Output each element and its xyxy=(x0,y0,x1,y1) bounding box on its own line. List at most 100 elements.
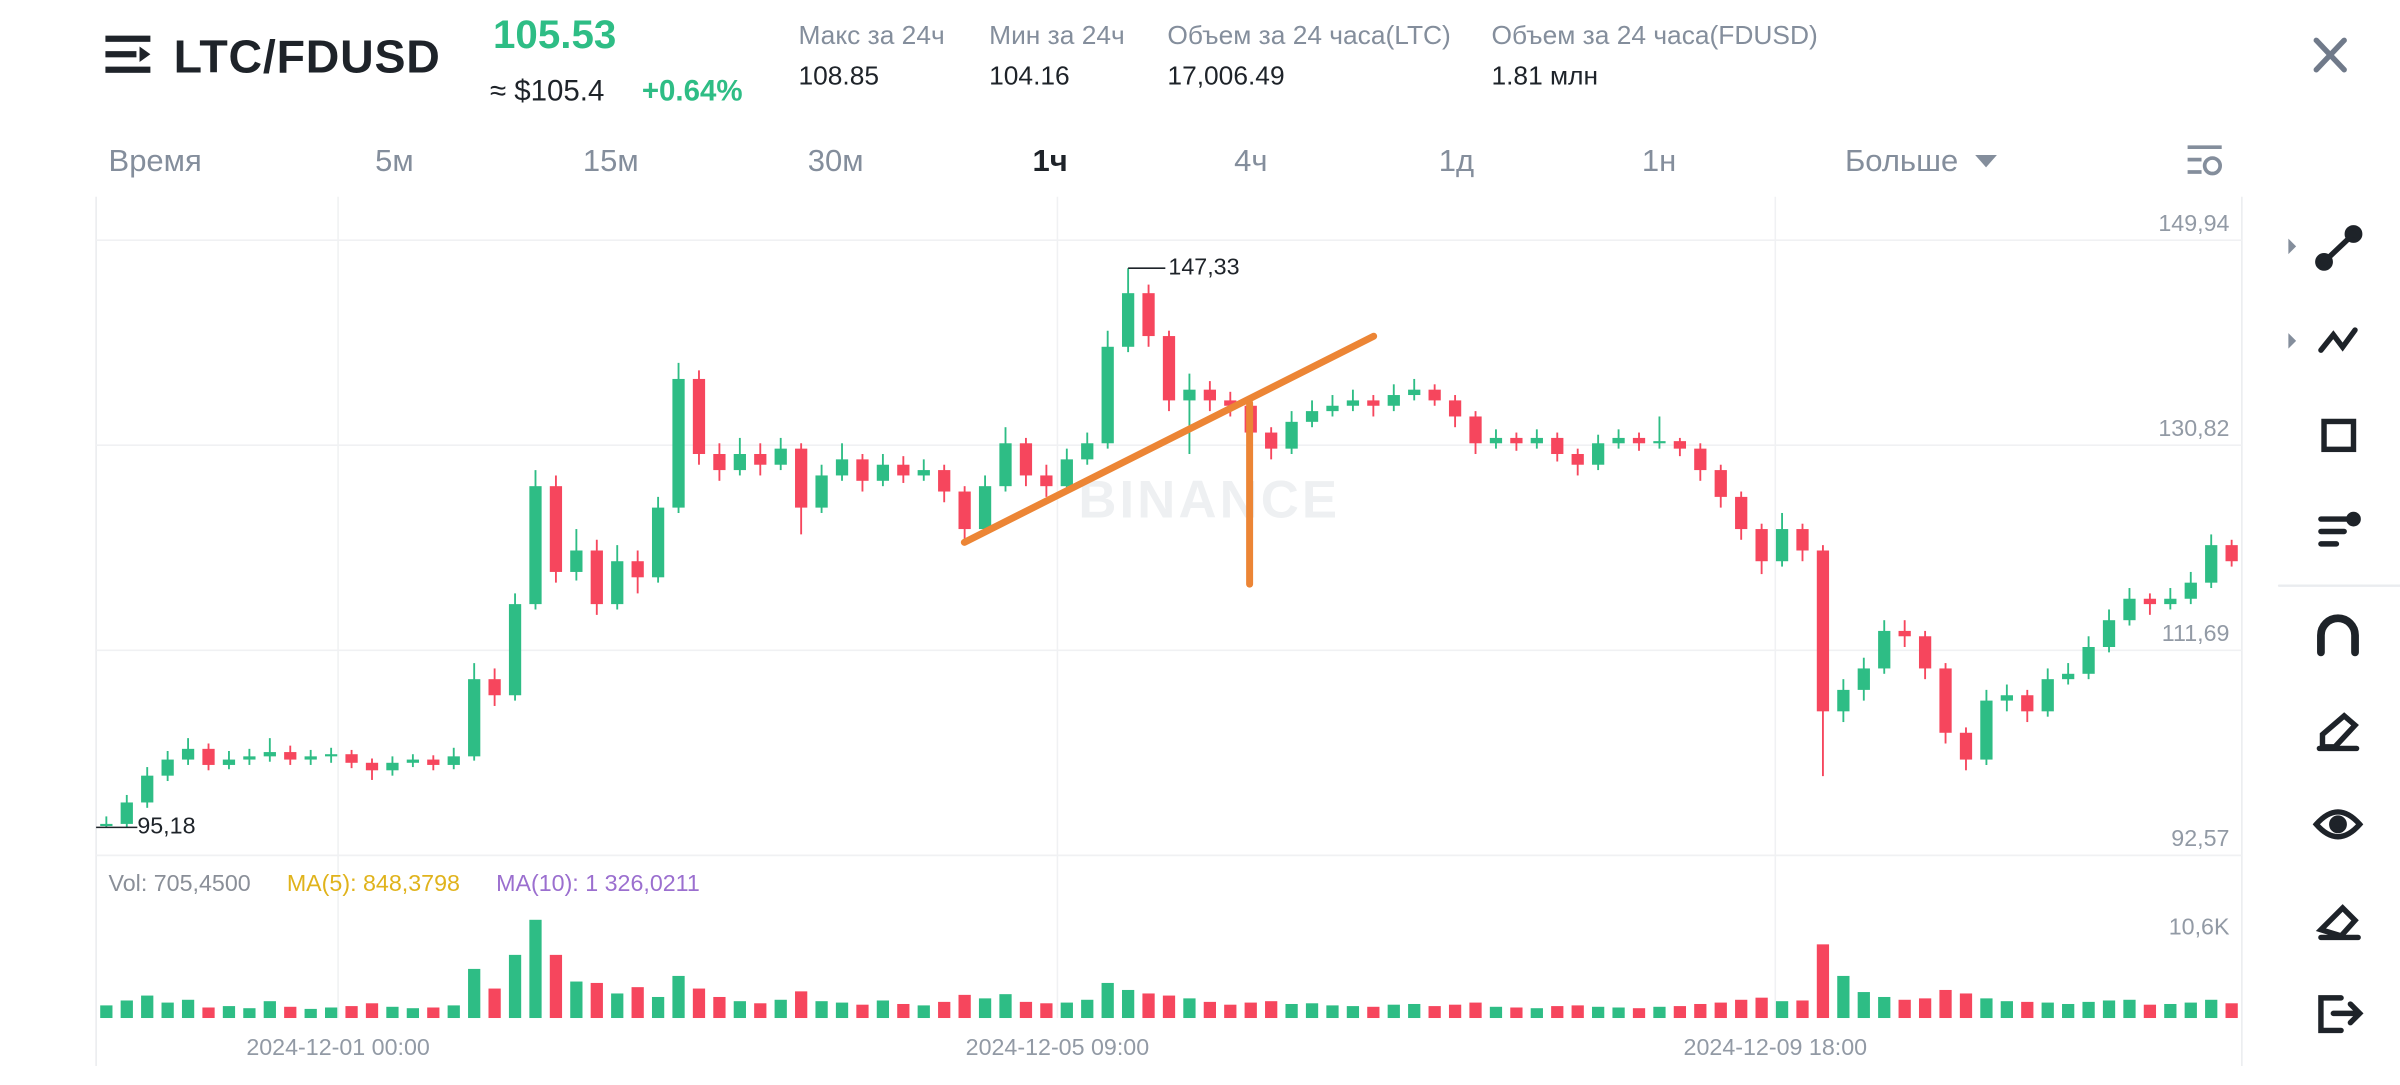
volume-bar xyxy=(508,954,522,1019)
settings-icon[interactable] xyxy=(2187,145,2223,176)
candle-body xyxy=(692,378,706,455)
candle-body xyxy=(1510,437,1523,444)
close-button[interactable] xyxy=(2313,37,2347,73)
volume-bar xyxy=(958,994,971,1019)
volume-bar xyxy=(815,1001,828,1019)
candle-body xyxy=(713,454,726,471)
volume-bar xyxy=(1980,998,1993,1019)
candle-body xyxy=(1101,346,1114,444)
volume-bar xyxy=(2021,1001,2034,1019)
candle-body xyxy=(1448,400,1462,417)
timeframe-tab[interactable]: 15м xyxy=(583,143,639,178)
volume-bar xyxy=(161,1002,174,1019)
volume-bar xyxy=(1775,1001,1789,1019)
volume-bar xyxy=(1489,1006,1503,1019)
menu-bar xyxy=(105,51,137,58)
candle-body xyxy=(1592,443,1605,465)
candle-body xyxy=(774,448,787,465)
candle-body xyxy=(2082,646,2095,674)
tool-dot xyxy=(2346,511,2361,527)
tool-magnet[interactable] xyxy=(2317,614,2359,657)
tool-rect[interactable] xyxy=(2321,418,2357,453)
candle-body xyxy=(304,756,317,760)
tool-eye[interactable] xyxy=(2312,809,2364,840)
timeframe-tab[interactable]: 4ч xyxy=(1234,143,1267,178)
volume-bar xyxy=(1632,1008,1646,1019)
candle-body xyxy=(897,464,910,476)
volume-bar xyxy=(1714,1002,1727,1019)
volume-bar xyxy=(1408,1003,1421,1019)
candle-body xyxy=(1816,550,1830,712)
candle-body xyxy=(1387,395,1400,406)
trendline xyxy=(960,332,1378,546)
tool-eraser[interactable] xyxy=(2315,904,2361,941)
volume-bar xyxy=(570,981,583,1019)
more-caret[interactable] xyxy=(1975,154,1997,168)
timeframe-tab[interactable]: 1ч xyxy=(1033,143,1068,178)
candle-body xyxy=(1959,732,1973,760)
volume-bar xyxy=(222,1006,236,1019)
candle-body xyxy=(1755,529,1768,562)
candle-body xyxy=(590,550,603,605)
timeframe-tab[interactable]: Время xyxy=(109,143,202,178)
timeframe-tab[interactable]: 30м xyxy=(808,143,864,178)
volume-bar xyxy=(1571,1005,1584,1019)
candle-body xyxy=(1898,630,1911,637)
tool-stroke xyxy=(2312,809,2364,840)
tool-line[interactable] xyxy=(2315,225,2363,271)
candle-body xyxy=(1714,470,1727,497)
toolbar xyxy=(2277,225,2400,1034)
stat-label: Макс за 24ч xyxy=(798,20,944,50)
volume-bar xyxy=(1367,1006,1380,1019)
candle-body xyxy=(1489,437,1503,444)
volume-bar xyxy=(1387,1004,1400,1019)
timeframe-tab[interactable]: 1д xyxy=(1439,143,1474,178)
candle-body xyxy=(263,752,276,757)
timeframe-tab[interactable]: 1н xyxy=(1642,143,1676,178)
candle-body xyxy=(1224,400,1237,406)
x-tick-label: 2024-12-05 09:00 xyxy=(966,1034,1150,1060)
candle-body xyxy=(2164,598,2177,605)
volume-bar xyxy=(713,996,726,1019)
x-tick-label: 2024-12-09 18:00 xyxy=(1684,1034,1868,1060)
price-change: +0.64% xyxy=(642,75,743,108)
candle-body xyxy=(2205,545,2218,583)
volume-bar xyxy=(590,982,603,1019)
candle-body xyxy=(1939,668,1952,733)
volume-bar xyxy=(2041,1002,2054,1019)
tool-pen[interactable] xyxy=(2316,712,2360,752)
tool-exit[interactable] xyxy=(2318,995,2364,1034)
tool-fib[interactable] xyxy=(2318,327,2358,353)
volume-bar xyxy=(1019,1001,1033,1019)
volume-bar xyxy=(2102,1000,2116,1019)
candle-body xyxy=(508,604,522,696)
volume-bar xyxy=(2225,1003,2238,1019)
candle-body xyxy=(651,507,665,578)
candle-body xyxy=(1857,668,1870,690)
candle-body xyxy=(100,823,113,827)
timeframe-tab[interactable]: Больше xyxy=(1845,143,1958,178)
stat-label: Объем за 24 часа(FDUSD) xyxy=(1491,20,1817,50)
candle-body xyxy=(1632,437,1646,444)
stat-value: 108.85 xyxy=(798,60,879,90)
candle-body xyxy=(161,759,174,776)
menu-icon[interactable] xyxy=(105,35,151,73)
candle-body xyxy=(733,454,746,471)
volume-bar xyxy=(1244,1002,1257,1019)
candle-body xyxy=(999,443,1012,487)
volume-bar xyxy=(1428,1006,1441,1019)
candle-body xyxy=(1408,389,1421,396)
timeframe-tab[interactable]: 5м xyxy=(375,143,414,178)
volume-bar xyxy=(100,1005,113,1019)
candle-body xyxy=(120,802,133,824)
candle-body xyxy=(2225,545,2238,562)
tool-text[interactable] xyxy=(2318,511,2361,547)
candle-body xyxy=(386,762,399,771)
candle-body xyxy=(2143,598,2157,605)
header: LTC/FDUSD 105.53 ≈ $105.4 +0.64% Макс за 24ч… xyxy=(174,12,1818,108)
candle-body xyxy=(1530,437,1543,444)
volume-bar xyxy=(284,1006,297,1019)
volume-bar xyxy=(406,1008,420,1019)
candle-body xyxy=(1673,441,1687,449)
